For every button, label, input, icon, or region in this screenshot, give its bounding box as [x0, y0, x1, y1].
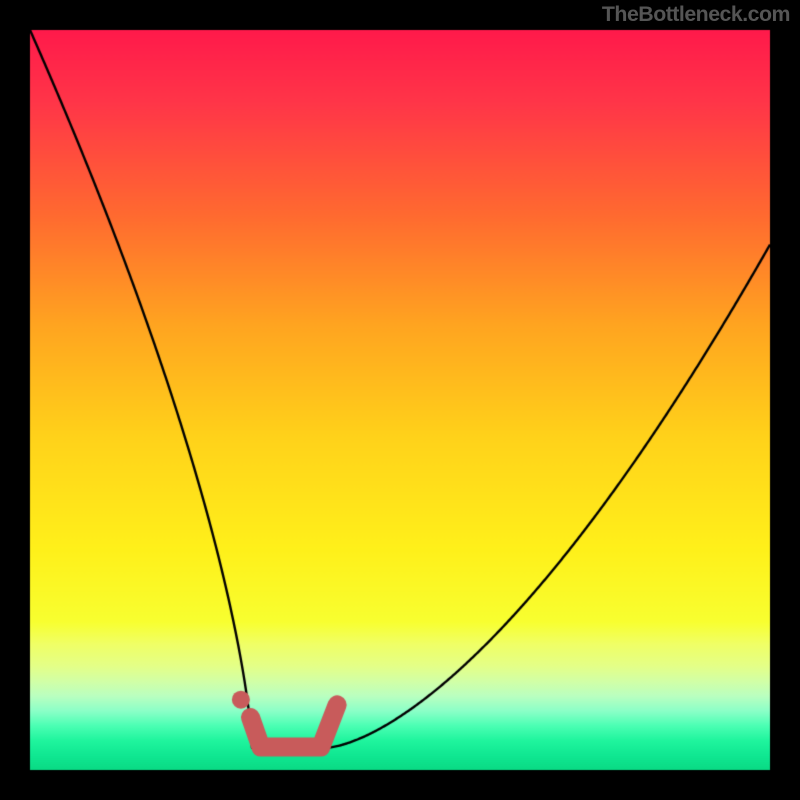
- bottleneck-gradient-chart: [0, 0, 800, 800]
- chart-root: TheBottleneck.com: [0, 0, 800, 800]
